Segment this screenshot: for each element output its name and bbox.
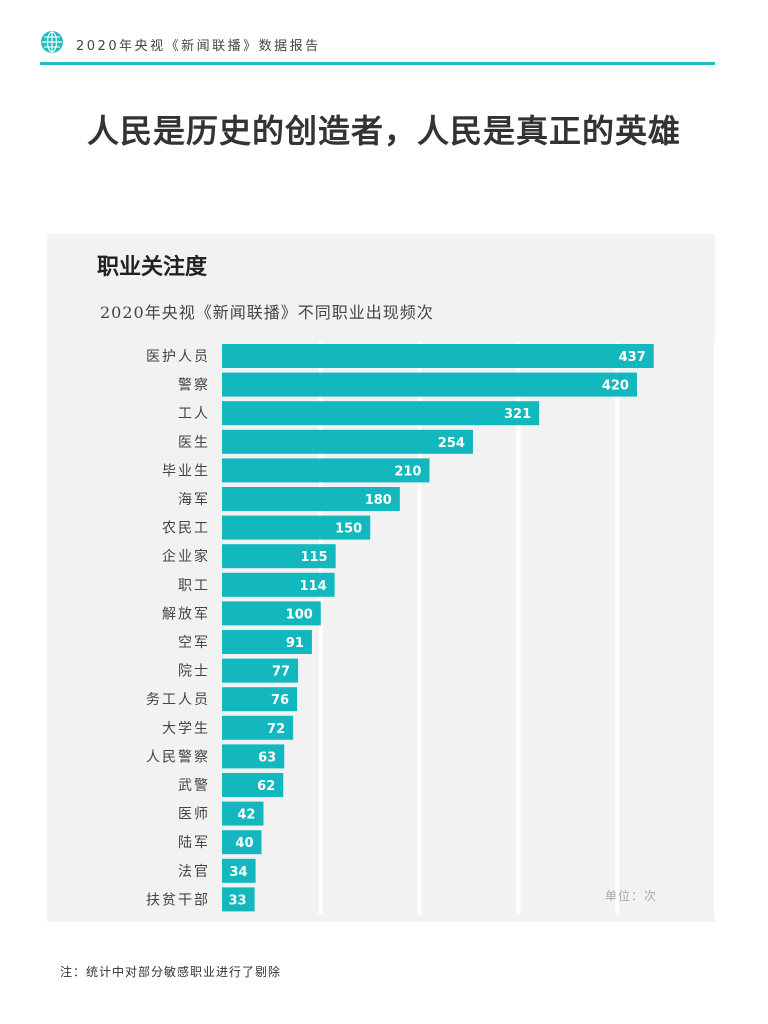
value-label: 210	[394, 464, 421, 479]
chart-subtitle: 2020年央视《新闻联播》不同职业出现频次	[100, 303, 434, 322]
bar	[222, 544, 336, 569]
category-label: 空军	[178, 635, 210, 651]
value-label: 437	[619, 350, 646, 365]
bar	[222, 658, 299, 683]
category-label: 陆军	[178, 835, 210, 851]
value-label: 420	[602, 379, 629, 394]
value-label: 180	[365, 493, 392, 508]
header-divider	[40, 62, 715, 65]
category-label: 医护人员	[146, 349, 210, 365]
value-label: 321	[504, 407, 531, 422]
category-label: 人民警察	[146, 748, 210, 765]
value-label: 114	[299, 579, 326, 594]
value-label: 115	[300, 550, 327, 565]
bar	[222, 744, 285, 769]
value-label: 42	[237, 808, 255, 823]
bar	[222, 887, 255, 912]
report-title: 2020年央视《新闻联播》数据报告	[76, 39, 321, 54]
value-label: 34	[229, 865, 247, 880]
category-label: 农民工	[162, 521, 210, 537]
category-label: 院士	[178, 664, 210, 680]
chart-title: 职业关注度	[97, 255, 208, 280]
bar	[222, 372, 637, 397]
bar	[222, 630, 312, 654]
category-label: 工人	[178, 406, 210, 422]
value-label: 77	[272, 665, 290, 680]
category-label: 解放军	[162, 606, 210, 622]
bar	[222, 601, 321, 626]
value-label: 254	[438, 436, 465, 451]
category-label: 毕业生	[162, 463, 210, 479]
globe-icon	[41, 31, 63, 53]
bar	[222, 715, 294, 740]
unit-label: 单位：次	[605, 889, 658, 903]
category-label: 武警	[178, 778, 210, 794]
value-label: 91	[286, 636, 304, 651]
value-label: 63	[258, 750, 276, 765]
category-label: 职工	[178, 578, 210, 594]
category-label: 海军	[178, 492, 210, 508]
value-label: 100	[286, 607, 313, 622]
footnote: 注：统计中对部分敏感职业进行了剔除	[60, 965, 282, 979]
category-label: 警察	[178, 377, 210, 394]
page-headline: 人民是历史的创造者，人民是真正的英雄	[86, 112, 681, 150]
bar	[222, 830, 262, 855]
bar	[222, 429, 473, 454]
category-label: 法官	[178, 864, 210, 880]
bar	[222, 572, 335, 597]
category-label: 务工人员	[146, 692, 210, 708]
category-label: 扶贫干部	[146, 892, 210, 908]
value-label: 40	[235, 836, 253, 851]
bar	[222, 401, 540, 426]
category-label: 医生	[178, 435, 210, 451]
value-label: 76	[271, 693, 289, 708]
category-label: 医师	[178, 807, 210, 823]
bar	[222, 773, 284, 797]
category-label: 大学生	[162, 721, 210, 737]
value-label: 33	[229, 893, 247, 908]
category-label: 企业家	[162, 548, 210, 565]
bar	[222, 858, 256, 883]
bar	[222, 458, 430, 483]
value-label: 150	[335, 522, 362, 537]
bar	[222, 487, 400, 511]
bar	[222, 344, 654, 368]
bar	[222, 801, 264, 826]
value-label: 72	[267, 722, 285, 737]
report-header: 2020年央视《新闻联播》数据报告	[40, 28, 715, 64]
value-label: 62	[257, 779, 275, 794]
bar	[222, 515, 371, 540]
bar	[222, 687, 298, 712]
